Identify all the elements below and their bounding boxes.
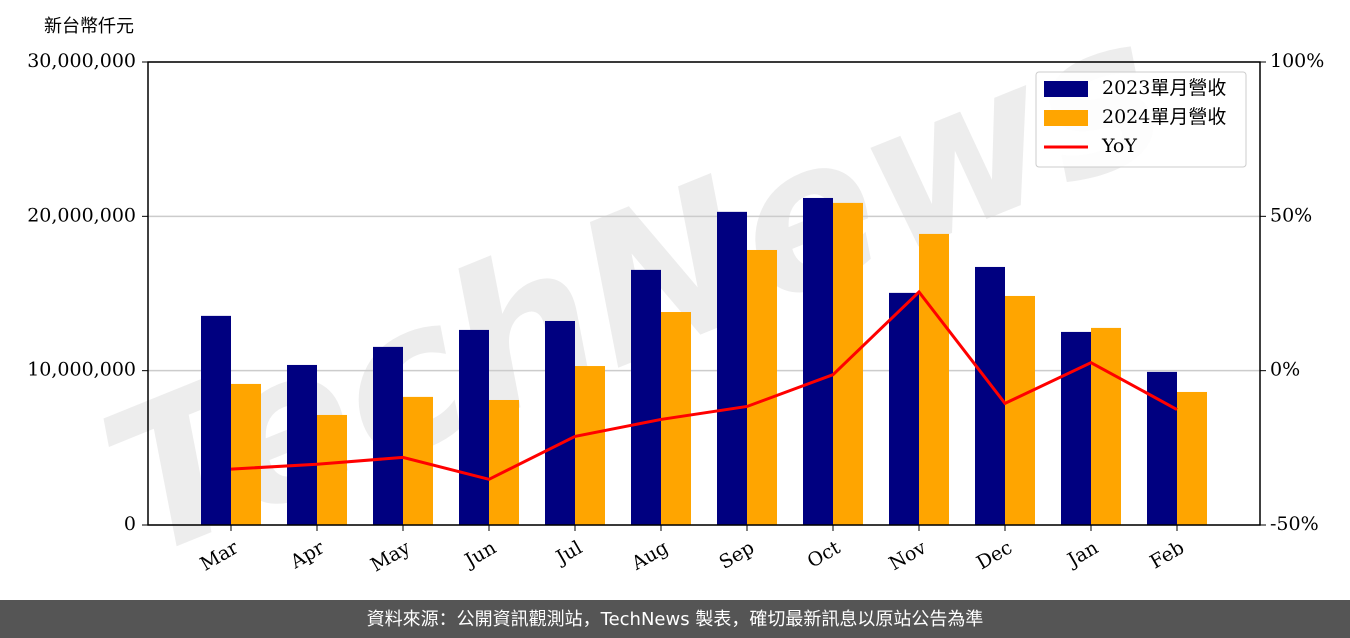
y2-tick-label: 100% bbox=[1270, 50, 1324, 72]
line bbox=[230, 289, 1178, 481]
footer-bar bbox=[0, 600, 1350, 638]
bar bbox=[201, 315, 231, 525]
bar bbox=[287, 364, 317, 525]
bar bbox=[575, 366, 605, 525]
legend-label: YoY bbox=[1101, 135, 1137, 157]
y2-tick-label: -50% bbox=[1270, 513, 1319, 535]
plot-frame bbox=[147, 61, 1261, 526]
x-tick-label: Dec bbox=[973, 537, 1016, 575]
bar bbox=[317, 414, 347, 525]
bar bbox=[489, 399, 519, 525]
legend-box bbox=[1035, 71, 1247, 168]
bar bbox=[919, 233, 949, 525]
legend-label: 2024單月營收 bbox=[1102, 106, 1226, 128]
y-axis-label: 新台幣仟元 bbox=[44, 16, 134, 37]
x-tick-label: Feb bbox=[1146, 537, 1188, 574]
bar bbox=[1177, 391, 1207, 525]
x-tick-label: Sep bbox=[715, 537, 758, 574]
bar bbox=[545, 320, 575, 525]
legend-swatch bbox=[1044, 110, 1088, 126]
bar bbox=[459, 329, 489, 525]
legend-label: 2023單月營收 bbox=[1102, 77, 1226, 99]
bar bbox=[1091, 327, 1121, 525]
x-tick-label: Jul bbox=[551, 537, 586, 570]
bar bbox=[833, 202, 863, 526]
y2-tick-label: 50% bbox=[1270, 204, 1312, 226]
y-tick-label: 20,000,000 bbox=[27, 204, 136, 226]
x-tick-label: Oct bbox=[804, 536, 845, 572]
bar bbox=[631, 269, 661, 525]
y-tick-label: 30,000,000 bbox=[27, 50, 136, 72]
bar bbox=[803, 197, 833, 526]
y-tick-label: 0 bbox=[124, 513, 136, 535]
y-tick-label: 10,000,000 bbox=[27, 359, 136, 381]
bar bbox=[231, 383, 261, 525]
bar bbox=[1061, 331, 1091, 525]
x-tick-label: Jan bbox=[1062, 537, 1102, 573]
x-tick-label: Aug bbox=[627, 537, 672, 576]
footer: 資料來源：公開資訊觀測站，TechNews 製表，確切最新訊息以原站公告為準 bbox=[367, 609, 984, 630]
bar bbox=[717, 211, 747, 525]
bar bbox=[373, 346, 403, 525]
bar bbox=[889, 292, 919, 525]
bar bbox=[1005, 295, 1035, 525]
x-tick-label: May bbox=[367, 536, 414, 576]
x-tick-label: Nov bbox=[885, 536, 930, 575]
y2-tick-label: 0% bbox=[1270, 359, 1300, 381]
bar bbox=[747, 249, 777, 525]
legend-swatch bbox=[1044, 81, 1088, 97]
x-tick-label: Jun bbox=[459, 537, 500, 573]
